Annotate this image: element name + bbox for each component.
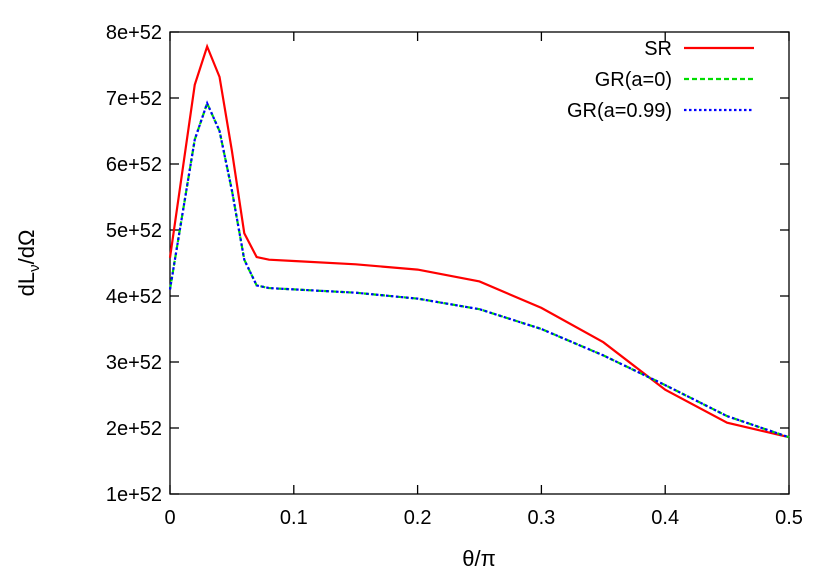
x-tick-label: 0.5: [775, 507, 803, 529]
legend-label: GR(a=0): [595, 69, 672, 91]
y-tick-label: 2e+52: [106, 418, 162, 440]
series-lines: [168, 43, 790, 439]
y-tick-label: 3e+52: [106, 352, 162, 374]
y-tick-label: 7e+52: [106, 88, 162, 110]
series-line-1: [168, 100, 790, 439]
y-axis-label: dLν/dΩ: [14, 230, 43, 297]
series-line-0: [168, 43, 790, 439]
legend-label: SR: [644, 38, 672, 60]
x-tick-label: 0.1: [280, 507, 308, 529]
x-axis-label: θ/π: [462, 546, 496, 571]
y-tick-label: 8e+52: [106, 22, 162, 44]
x-tick-label: 0.4: [651, 507, 679, 529]
series-line-2: [168, 100, 790, 439]
legend: SR GR(a=0) GR(a=0.99): [567, 38, 754, 122]
x-tick-label: 0.3: [527, 507, 555, 529]
plot-frame: [169, 31, 790, 495]
y-tick-label: 4e+52: [106, 286, 162, 308]
legend-label: GR(a=0.99): [567, 100, 672, 122]
y-tick-label: 1e+52: [106, 484, 162, 506]
y-tick-label: 6e+52: [106, 154, 162, 176]
x-tick-label: 0.2: [404, 507, 432, 529]
x-tick-label: 0: [164, 507, 175, 529]
y-tick-label: 5e+52: [106, 220, 162, 242]
ticks: 0 0.1 0.2 0.3 0.4 0.5 1e+52 2e+52 3e+52 4e+52 5e+5…: [106, 22, 803, 529]
axes: [169, 31, 790, 495]
